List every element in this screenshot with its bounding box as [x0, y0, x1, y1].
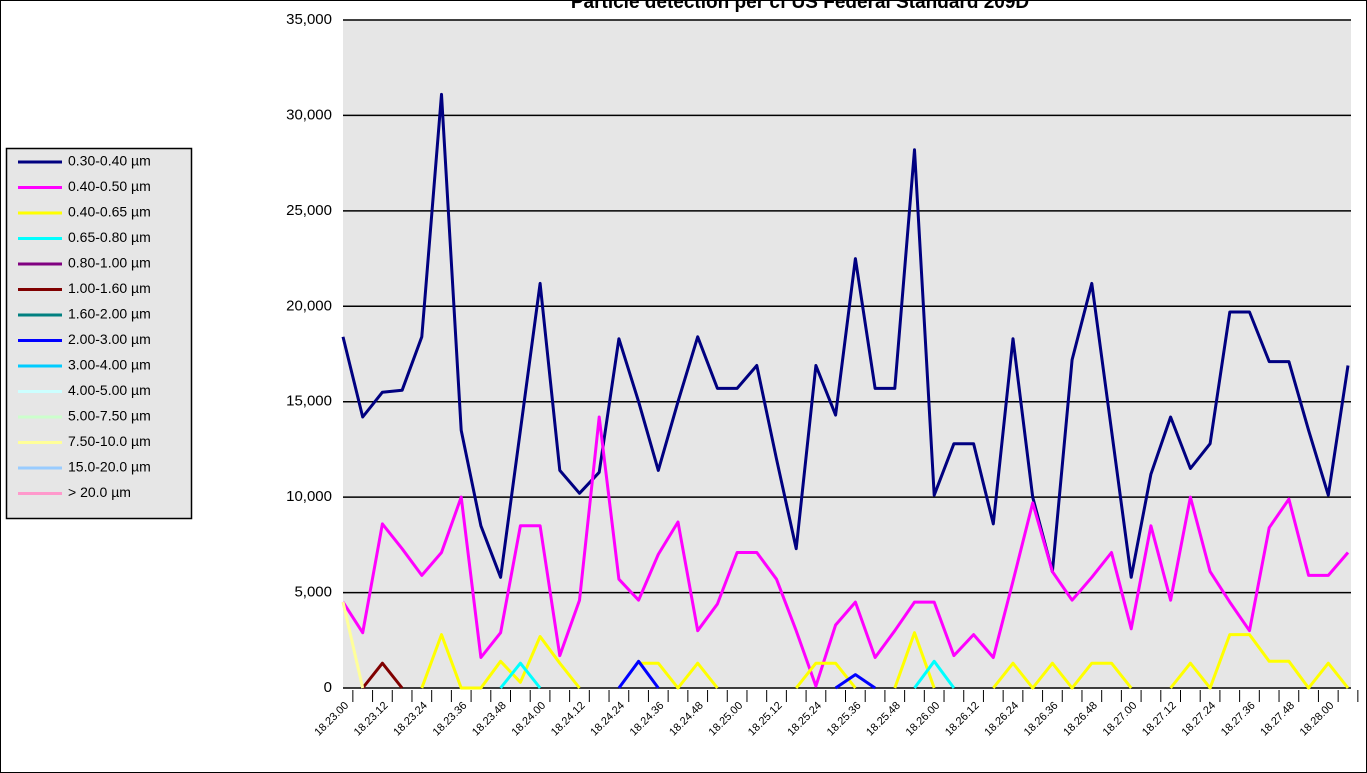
legend-label: 1.00-1.60 µm [68, 280, 151, 296]
legend-label: 0.40-0.50 µm [68, 178, 151, 194]
series-line [341, 415, 1350, 688]
legend-label: 15.0-20.0 µm [68, 459, 151, 475]
y-tick-label: 35,000 [286, 11, 332, 28]
series-line [341, 92, 1350, 579]
y-tick-label: 0 [324, 679, 332, 696]
y-tick-label: 5,000 [294, 584, 332, 601]
y-tick-label: 25,000 [286, 202, 332, 219]
legend-label: > 20.0 µm [68, 484, 131, 500]
legend-label: 0.40-0.65 µm [68, 204, 151, 220]
y-tick-label: 20,000 [286, 297, 332, 314]
legend-label: 0.80-1.00 µm [68, 255, 151, 271]
y-tick-label: 10,000 [286, 488, 332, 505]
series-line [361, 661, 404, 689]
legend-label: 0.30-0.40 µm [68, 153, 151, 169]
y-tick-label: 30,000 [286, 106, 332, 123]
series-line [420, 631, 1350, 690]
legend-label: 7.50-10.0 µm [68, 433, 151, 449]
legend-label: 0.65-0.80 µm [68, 229, 151, 245]
series-line [499, 659, 956, 689]
y-tick-label: 15,000 [286, 393, 332, 410]
legend-box [5, 147, 193, 520]
series-line [617, 659, 876, 690]
legend-label: 4.00-5.00 µm [68, 382, 151, 398]
plot-area [343, 20, 1351, 688]
legend-label: 1.60-2.00 µm [68, 306, 151, 322]
legend-label: 5.00-7.50 µm [68, 408, 151, 424]
series-line [341, 601, 365, 689]
chart-title: Particle detection per cf US Federal Sta… [571, 0, 1029, 13]
legend-label: 3.00-4.00 µm [68, 357, 151, 373]
legend-label: 2.00-3.00 µm [68, 331, 151, 347]
